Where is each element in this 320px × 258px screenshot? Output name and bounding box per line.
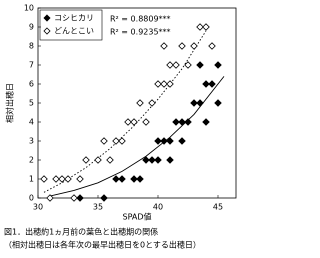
- data-point: [76, 175, 84, 183]
- y-tick-label: 3: [29, 137, 34, 146]
- x-tick-label: 45: [213, 203, 223, 212]
- data-point: [82, 156, 90, 164]
- data-point: [118, 175, 126, 183]
- y-tick-label: 6: [29, 80, 34, 89]
- caption: （相対出穂日は各年次の最早出穂日を0とする出穂日）: [4, 240, 201, 250]
- data-point: [112, 175, 120, 183]
- y-tick-label: 2: [29, 156, 34, 165]
- x-tick-label: 30: [33, 203, 43, 212]
- data-point: [190, 99, 198, 107]
- data-point: [172, 61, 180, 69]
- annotation: R² = 0.8809***: [110, 15, 171, 24]
- data-point: [124, 118, 132, 126]
- data-point: [46, 194, 54, 202]
- data-point: [154, 80, 162, 88]
- x-tick-label: 40: [153, 203, 163, 212]
- data-point: [70, 194, 78, 202]
- x-tick-label: 35: [93, 203, 103, 212]
- data-point: [136, 175, 144, 183]
- y-tick-label: 10: [24, 4, 34, 13]
- data-point: [166, 61, 174, 69]
- data-point: [208, 42, 216, 50]
- data-point: [202, 23, 210, 31]
- legend-marker: [43, 14, 51, 22]
- data-point: [160, 137, 168, 145]
- legend-box: [39, 9, 103, 41]
- data-point: [100, 137, 108, 145]
- data-point: [130, 118, 138, 126]
- data-point: [148, 99, 156, 107]
- data-point: [100, 194, 108, 202]
- data-point: [172, 118, 180, 126]
- data-point: [190, 42, 198, 50]
- data-point: [142, 156, 150, 164]
- data-point: [52, 175, 60, 183]
- data-point: [148, 156, 156, 164]
- annotation: R² = 0.9235***: [110, 28, 171, 37]
- data-point: [58, 175, 66, 183]
- data-point: [40, 175, 48, 183]
- legend-label: コシヒカリ: [54, 14, 94, 23]
- chart: 相対出穂日 SPAD値 図1．出穂約1ヵ月前の葉色と出穂期の関係 （相対出穂日は…: [4, 4, 237, 250]
- data-point: [166, 156, 174, 164]
- data-point: [184, 61, 192, 69]
- data-point: [154, 137, 162, 145]
- y-tick-label: 8: [29, 42, 34, 51]
- legend-label: どんとこい: [54, 27, 94, 36]
- data-point: [178, 118, 186, 126]
- caption: 図1．出穂約1ヵ月前の葉色と出穂期の関係: [4, 227, 158, 237]
- y-tick-label: 7: [29, 61, 34, 70]
- data-point: [208, 80, 216, 88]
- data-point: [202, 118, 210, 126]
- data-point: [112, 137, 120, 145]
- data-point: [136, 99, 144, 107]
- data-point: [214, 61, 222, 69]
- data-point: [76, 194, 84, 202]
- data-point: [160, 42, 168, 50]
- data-point: [196, 99, 204, 107]
- data-point: [166, 137, 174, 145]
- data-point: [130, 175, 138, 183]
- x-axis-label: SPAD値: [122, 212, 151, 222]
- data-point: [94, 156, 102, 164]
- y-tick-label: 9: [29, 23, 34, 32]
- trend-line: [43, 30, 207, 193]
- y-tick-label: 4: [29, 118, 34, 127]
- data-point: [142, 118, 150, 126]
- data-point: [178, 137, 186, 145]
- legend-marker: [43, 27, 51, 35]
- data-point: [160, 80, 168, 88]
- data-point: [196, 23, 204, 31]
- data-point: [178, 42, 186, 50]
- data-point: [106, 156, 114, 164]
- data-point: [196, 61, 204, 69]
- y-tick-label: 1: [29, 175, 34, 184]
- data-point: [214, 99, 222, 107]
- trend-line: [49, 76, 225, 197]
- y-tick-label: 0: [29, 194, 34, 203]
- data-point: [154, 156, 162, 164]
- data-point: [118, 137, 126, 145]
- data-point: [202, 80, 210, 88]
- data-point: [184, 118, 192, 126]
- y-tick-label: 5: [29, 99, 34, 108]
- y-axis-label: 相対出穂日: [5, 83, 15, 123]
- page: 相対出穂日 SPAD値 図1．出穂約1ヵ月前の葉色と出穂期の関係 （相対出穂日は…: [4, 3, 237, 250]
- data-point: [166, 80, 174, 88]
- data-point: [64, 175, 72, 183]
